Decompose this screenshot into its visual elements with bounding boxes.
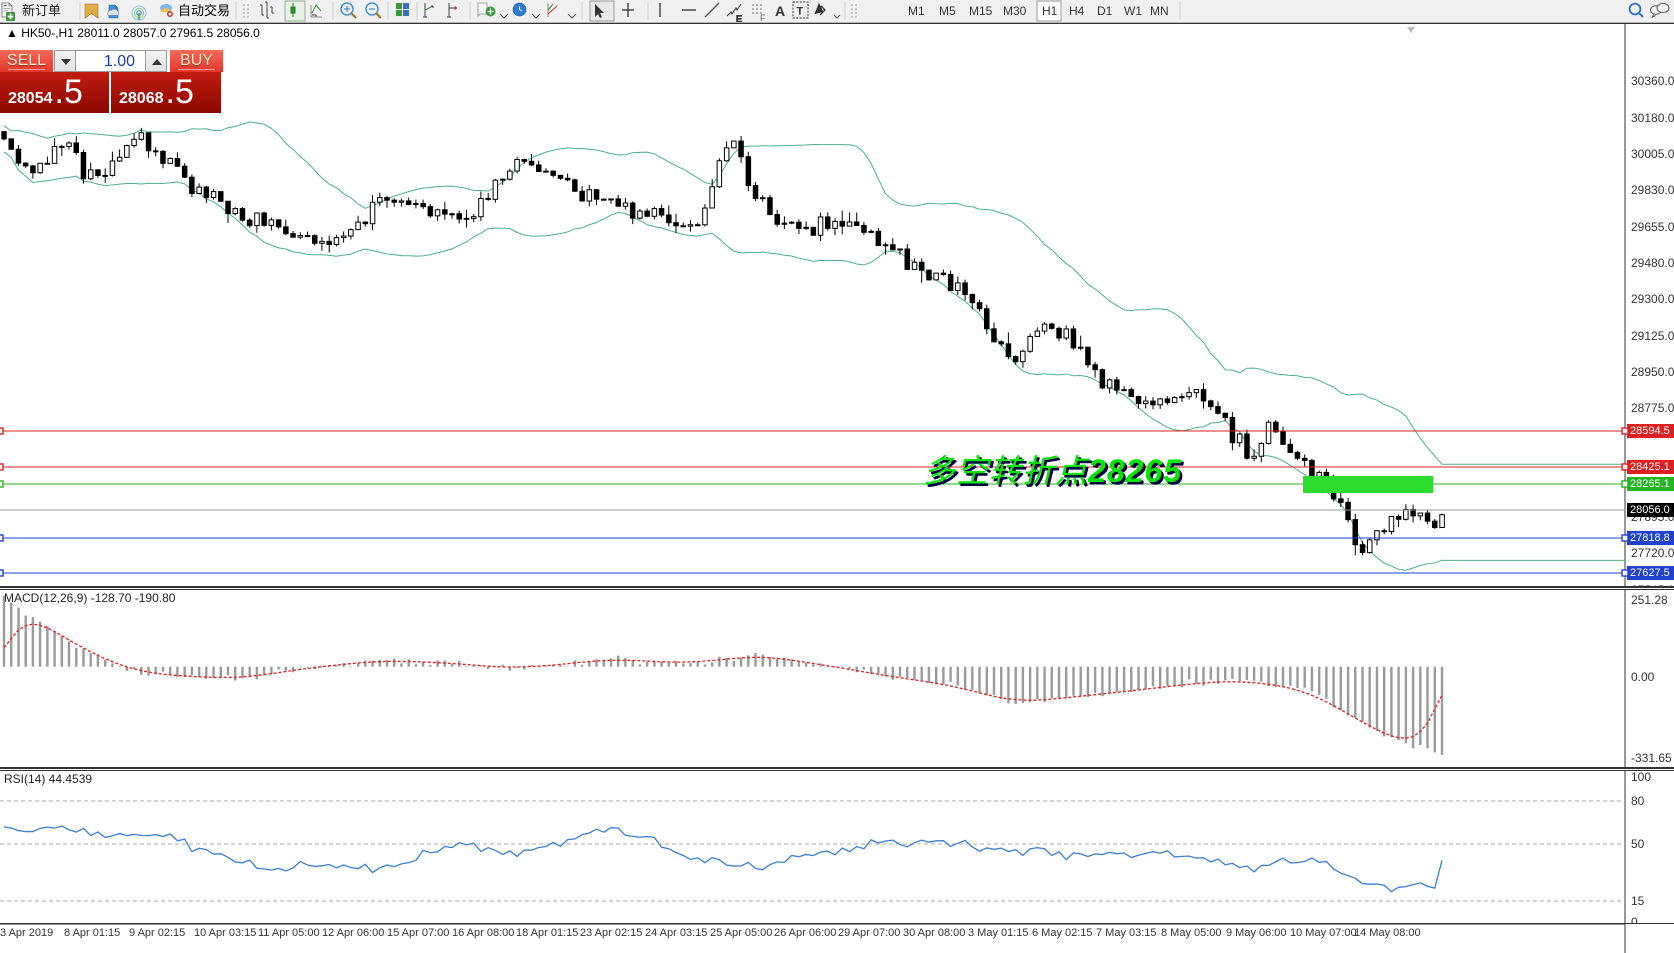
svg-text:M5: M5: [939, 4, 956, 18]
svg-text:29830.0: 29830.0: [1631, 183, 1674, 197]
svg-text:30 Apr 08:00: 30 Apr 08:00: [903, 927, 965, 939]
svg-text:28594.5: 28594.5: [1630, 425, 1670, 437]
svg-text:12 Apr 06:00: 12 Apr 06:00: [322, 927, 384, 939]
svg-text:27818.8: 27818.8: [1630, 532, 1670, 544]
svg-text:29 Apr 07:00: 29 Apr 07:00: [838, 927, 900, 939]
svg-text:15 Apr 07:00: 15 Apr 07:00: [387, 927, 449, 939]
svg-text:18 Apr 01:15: 18 Apr 01:15: [516, 927, 578, 939]
svg-text:30005.0: 30005.0: [1631, 147, 1674, 161]
svg-text:MACD(12,26,9) -128.70 -190.80: MACD(12,26,9) -128.70 -190.80: [4, 591, 176, 605]
svg-text:自动交易: 自动交易: [178, 3, 230, 18]
svg-text:28775.0: 28775.0: [1631, 401, 1674, 415]
svg-text:30360.0: 30360.0: [1631, 74, 1674, 88]
svg-text:28950.0: 28950.0: [1631, 365, 1674, 379]
svg-text:W1: W1: [1124, 4, 1142, 18]
svg-text:E: E: [736, 14, 742, 22]
svg-text:15: 15: [1631, 894, 1645, 908]
svg-text:50: 50: [1631, 837, 1645, 851]
svg-text:14 May 08:00: 14 May 08:00: [1354, 927, 1421, 939]
svg-text:28265.1: 28265.1: [1630, 478, 1670, 490]
svg-text:M30: M30: [1003, 4, 1027, 18]
svg-text:M1: M1: [908, 4, 925, 18]
svg-text:H4: H4: [1069, 4, 1085, 18]
svg-text:25 Apr 05:00: 25 Apr 05:00: [710, 927, 772, 939]
svg-text:8 Apr 01:15: 8 Apr 01:15: [64, 927, 120, 939]
svg-text:0.00: 0.00: [1631, 670, 1655, 684]
svg-text:80: 80: [1631, 794, 1645, 808]
svg-text:29125.0: 29125.0: [1631, 329, 1674, 343]
svg-text:27627.5: 27627.5: [1630, 567, 1670, 579]
svg-text:16 Apr 08:00: 16 Apr 08:00: [452, 927, 514, 939]
svg-text:28056.0: 28056.0: [1630, 504, 1670, 516]
svg-text:27720.0: 27720.0: [1631, 546, 1674, 560]
svg-text:30180.0: 30180.0: [1631, 111, 1674, 125]
svg-text:10 May 07:00: 10 May 07:00: [1290, 927, 1357, 939]
svg-text:29300.0: 29300.0: [1631, 292, 1674, 306]
svg-text:7 May 03:15: 7 May 03:15: [1096, 927, 1157, 939]
svg-text:▲ HK50-,H1 28011.0 28057.0 27: ▲ HK50-,H1 28011.0 28057.0 27961.5 28056…: [6, 26, 260, 40]
svg-text:100: 100: [1631, 771, 1651, 784]
svg-text:3 Apr 2019: 3 Apr 2019: [0, 927, 53, 939]
svg-text:6 May 02:15: 6 May 02:15: [1032, 927, 1093, 939]
svg-text:新订单: 新订单: [22, 3, 61, 18]
svg-text:10 Apr 03:15: 10 Apr 03:15: [194, 927, 256, 939]
svg-text:29655.0: 29655.0: [1631, 220, 1674, 234]
svg-text:H1: H1: [1042, 4, 1058, 18]
svg-text:3 May 01:15: 3 May 01:15: [968, 927, 1029, 939]
svg-text:9 Apr 02:15: 9 Apr 02:15: [129, 927, 185, 939]
svg-text:RSI(14) 44.4539: RSI(14) 44.4539: [4, 772, 92, 786]
svg-text:-331.65: -331.65: [1631, 751, 1672, 765]
svg-text:26 Apr 06:00: 26 Apr 06:00: [774, 927, 836, 939]
svg-text:T: T: [797, 6, 804, 18]
svg-text:A: A: [775, 3, 785, 19]
svg-text:24 Apr 03:15: 24 Apr 03:15: [645, 927, 707, 939]
svg-text:M15: M15: [969, 4, 993, 18]
svg-text:29480.0: 29480.0: [1631, 256, 1674, 270]
svg-text:8 May 05:00: 8 May 05:00: [1161, 927, 1222, 939]
svg-text:28425.1: 28425.1: [1630, 461, 1670, 473]
svg-text:F: F: [760, 13, 766, 22]
svg-text:251.28: 251.28: [1631, 593, 1668, 607]
svg-text:9 May 06:00: 9 May 06:00: [1226, 927, 1287, 939]
svg-text:0: 0: [1631, 915, 1638, 924]
svg-text:D1: D1: [1097, 4, 1113, 18]
svg-text:MN: MN: [1150, 4, 1169, 18]
svg-text:11 Apr 05:00: 11 Apr 05:00: [258, 927, 320, 939]
svg-text:23 Apr 02:15: 23 Apr 02:15: [580, 927, 642, 939]
